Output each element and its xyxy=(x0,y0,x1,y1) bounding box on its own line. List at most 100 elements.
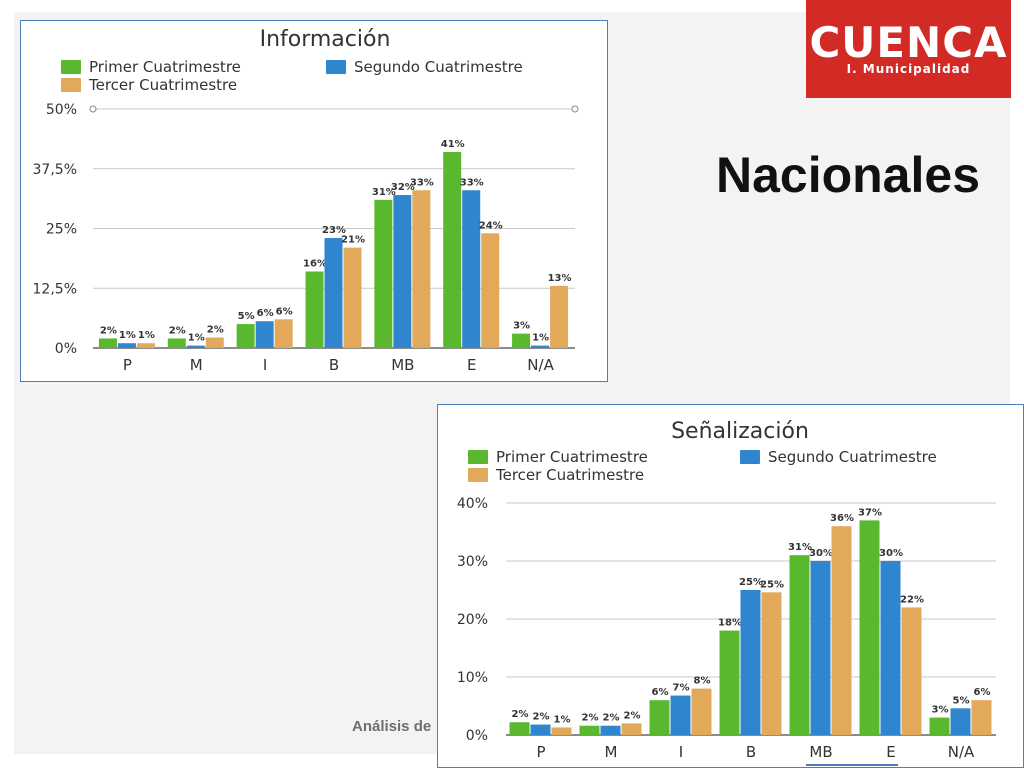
data-label: 2% xyxy=(533,712,550,723)
x-tick-label: E xyxy=(467,356,476,374)
y-tick-label: 30% xyxy=(457,554,488,570)
bar-segundo xyxy=(393,195,412,348)
data-label: 21% xyxy=(341,235,365,246)
x-tick-label: M xyxy=(605,743,618,761)
bar-primer xyxy=(859,520,880,735)
x-tick-label: P xyxy=(123,356,132,374)
chart-title: Información xyxy=(260,27,391,52)
data-label: 6% xyxy=(276,306,293,317)
data-label: 2% xyxy=(603,713,620,724)
data-label: 31% xyxy=(372,187,396,198)
legend-swatch-segundo xyxy=(326,60,346,74)
data-label: 8% xyxy=(694,676,711,687)
legend-label-segundo: Segundo Cuatrimestre xyxy=(768,448,937,466)
bar-segundo xyxy=(324,238,343,348)
bar-tercer xyxy=(551,727,572,735)
data-label: 1% xyxy=(138,330,155,341)
data-label: 23% xyxy=(322,225,346,236)
data-label: 30% xyxy=(809,548,833,559)
chart-informacion: Información Primer Cuatrimestre Segundo Cu… xyxy=(20,20,608,382)
data-label: 2% xyxy=(100,325,117,336)
data-label: 3% xyxy=(932,705,949,716)
bar-tercer xyxy=(691,688,712,735)
data-label: 16% xyxy=(303,259,327,270)
data-label: 3% xyxy=(513,321,530,332)
data-label: 2% xyxy=(207,324,224,335)
data-label: 1% xyxy=(532,333,549,344)
data-label: 33% xyxy=(410,177,434,188)
logo-subtitle: I. Municipalidad xyxy=(846,62,971,76)
bar-tercer xyxy=(971,700,992,735)
bar-tercer xyxy=(205,337,224,348)
bar-primer xyxy=(789,555,810,735)
y-tick-label: 20% xyxy=(457,612,488,628)
x-tick-label: B xyxy=(329,356,339,374)
legend-swatch-primer xyxy=(61,60,81,74)
data-label: 25% xyxy=(739,577,763,588)
x-tick-label: MB xyxy=(391,356,414,374)
footer-line xyxy=(806,764,898,766)
footer-text: Análisis de la xyxy=(352,718,436,735)
data-label: 6% xyxy=(652,687,669,698)
bar-primer xyxy=(305,271,324,348)
bar-segundo xyxy=(530,724,551,735)
data-label: 1% xyxy=(188,333,205,344)
bar-primer xyxy=(374,199,393,348)
legend-label-segundo: Segundo Cuatrimestre xyxy=(354,58,523,76)
x-tick-label: I xyxy=(679,743,683,761)
bar-primer xyxy=(649,700,670,735)
bar-primer xyxy=(443,152,462,348)
bar-tercer xyxy=(831,526,852,735)
y-tick-label: 12,5% xyxy=(33,281,77,297)
bar-primer xyxy=(98,338,117,348)
bar-primer xyxy=(719,630,740,735)
chart-senalizacion-svg: Señalización Primer Cuatrimestre Segundo C… xyxy=(457,419,996,761)
data-label: 31% xyxy=(788,542,812,553)
data-label: 6% xyxy=(257,308,274,319)
x-tick-label: B xyxy=(746,743,756,761)
bar-segundo xyxy=(740,590,761,735)
bar-primer xyxy=(579,725,600,735)
y-tick-label: 37,5% xyxy=(33,162,77,178)
data-label: 37% xyxy=(858,507,882,518)
bar-segundo xyxy=(117,343,136,348)
bar-tercer xyxy=(901,607,922,735)
bar-tercer xyxy=(621,723,642,735)
chart-title: Señalización xyxy=(671,419,809,444)
data-label: 7% xyxy=(673,683,690,694)
legend-swatch-tercer xyxy=(468,468,488,482)
legend-label-primer: Primer Cuatrimestre xyxy=(496,448,648,466)
bar-primer xyxy=(929,717,950,735)
bar-segundo xyxy=(810,561,831,735)
legend-swatch-tercer xyxy=(61,78,81,92)
bar-tercer xyxy=(136,343,155,348)
bar-segundo xyxy=(186,345,205,348)
bar-segundo xyxy=(255,321,274,348)
data-label: 24% xyxy=(479,220,503,231)
y-tick-label: 25% xyxy=(46,222,77,238)
data-label: 36% xyxy=(830,513,854,524)
bar-primer xyxy=(236,324,255,348)
data-label: 33% xyxy=(460,177,484,188)
bar-tercer xyxy=(412,190,431,348)
data-label: 32% xyxy=(391,182,415,193)
cuenca-logo: CUENCA I. Municipalidad xyxy=(806,0,1011,98)
data-label: 41% xyxy=(441,139,465,150)
axis-end-marker xyxy=(571,105,579,113)
bar-tercer xyxy=(761,592,782,735)
chart-senalizacion: Señalización Primer Cuatrimestre Segundo C… xyxy=(437,404,1024,768)
y-tick-label: 0% xyxy=(466,728,488,744)
data-label: 30% xyxy=(879,548,903,559)
data-label: 2% xyxy=(582,713,599,724)
data-label: 1% xyxy=(119,330,136,341)
data-label: 2% xyxy=(624,710,641,721)
legend-label-tercer: Tercer Cuatrimestre xyxy=(88,76,237,94)
legend-swatch-segundo xyxy=(740,450,760,464)
bar-tercer xyxy=(550,285,569,348)
bar-tercer xyxy=(343,247,362,348)
bar-segundo xyxy=(600,725,621,735)
bar-segundo xyxy=(950,708,971,735)
legend-swatch-primer xyxy=(468,450,488,464)
data-label: 25% xyxy=(760,579,784,590)
x-tick-label: N/A xyxy=(527,356,554,374)
